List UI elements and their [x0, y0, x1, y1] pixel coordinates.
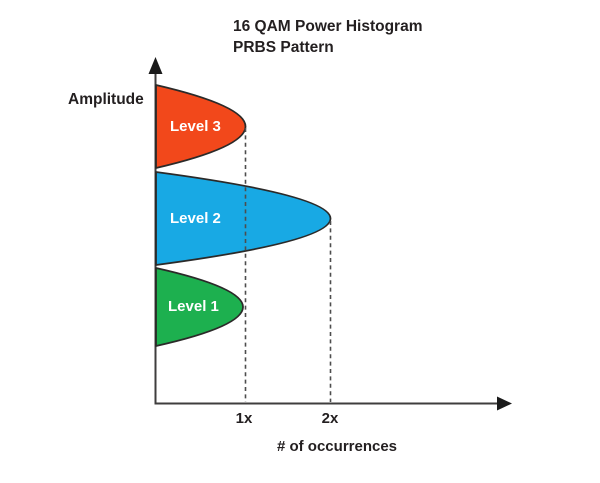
label-level-2: Level 2 [170, 210, 221, 227]
label-level-3: Level 3 [170, 118, 221, 135]
y-axis-arrowhead-icon [148, 57, 163, 74]
x-axis-label: # of occurrences [277, 438, 397, 455]
y-axis-label: Amplitude [68, 91, 144, 108]
lobe-level-1 [155, 267, 244, 347]
chart-title: 16 QAM Power Histogram [233, 18, 423, 35]
label-level-1: Level 1 [168, 298, 219, 315]
x-axis-arrowhead-icon [497, 396, 512, 411]
x-tick-2x: 2x [322, 410, 339, 427]
chart-subtitle: PRBS Pattern [233, 39, 334, 56]
lobe-level-2 [155, 171, 332, 266]
x-tick-1x: 1x [236, 410, 253, 427]
